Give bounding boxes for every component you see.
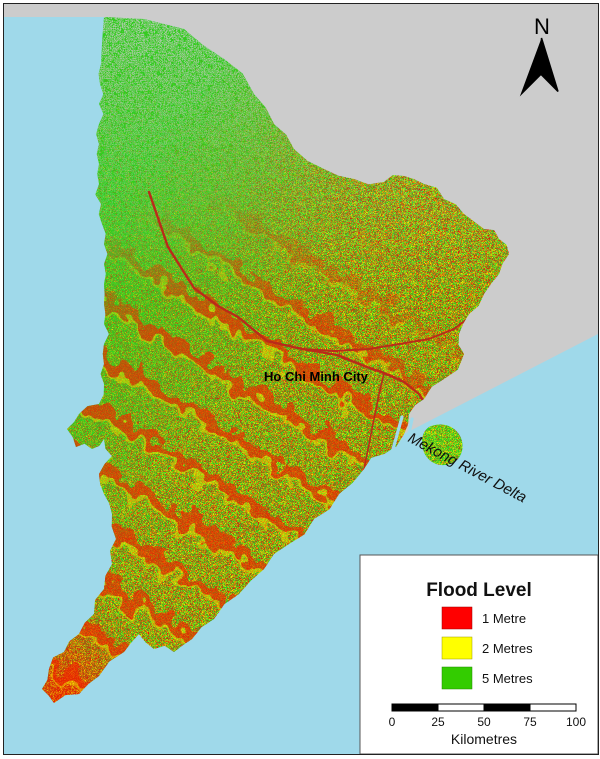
svg-text:75: 75 — [523, 715, 537, 729]
svg-text:5 Metres: 5 Metres — [482, 671, 533, 686]
svg-text:0: 0 — [389, 715, 396, 729]
svg-text:Ho Chi Minh City: Ho Chi Minh City — [264, 369, 369, 384]
svg-text:Flood Level: Flood Level — [426, 580, 532, 601]
svg-text:100: 100 — [566, 715, 586, 729]
svg-text:Kilometres: Kilometres — [451, 731, 517, 747]
svg-text:25: 25 — [431, 715, 445, 729]
svg-text:1 Metre: 1 Metre — [482, 611, 526, 626]
svg-text:2 Metres: 2 Metres — [482, 641, 533, 656]
svg-text:N: N — [534, 14, 550, 39]
svg-text:50: 50 — [477, 715, 491, 729]
